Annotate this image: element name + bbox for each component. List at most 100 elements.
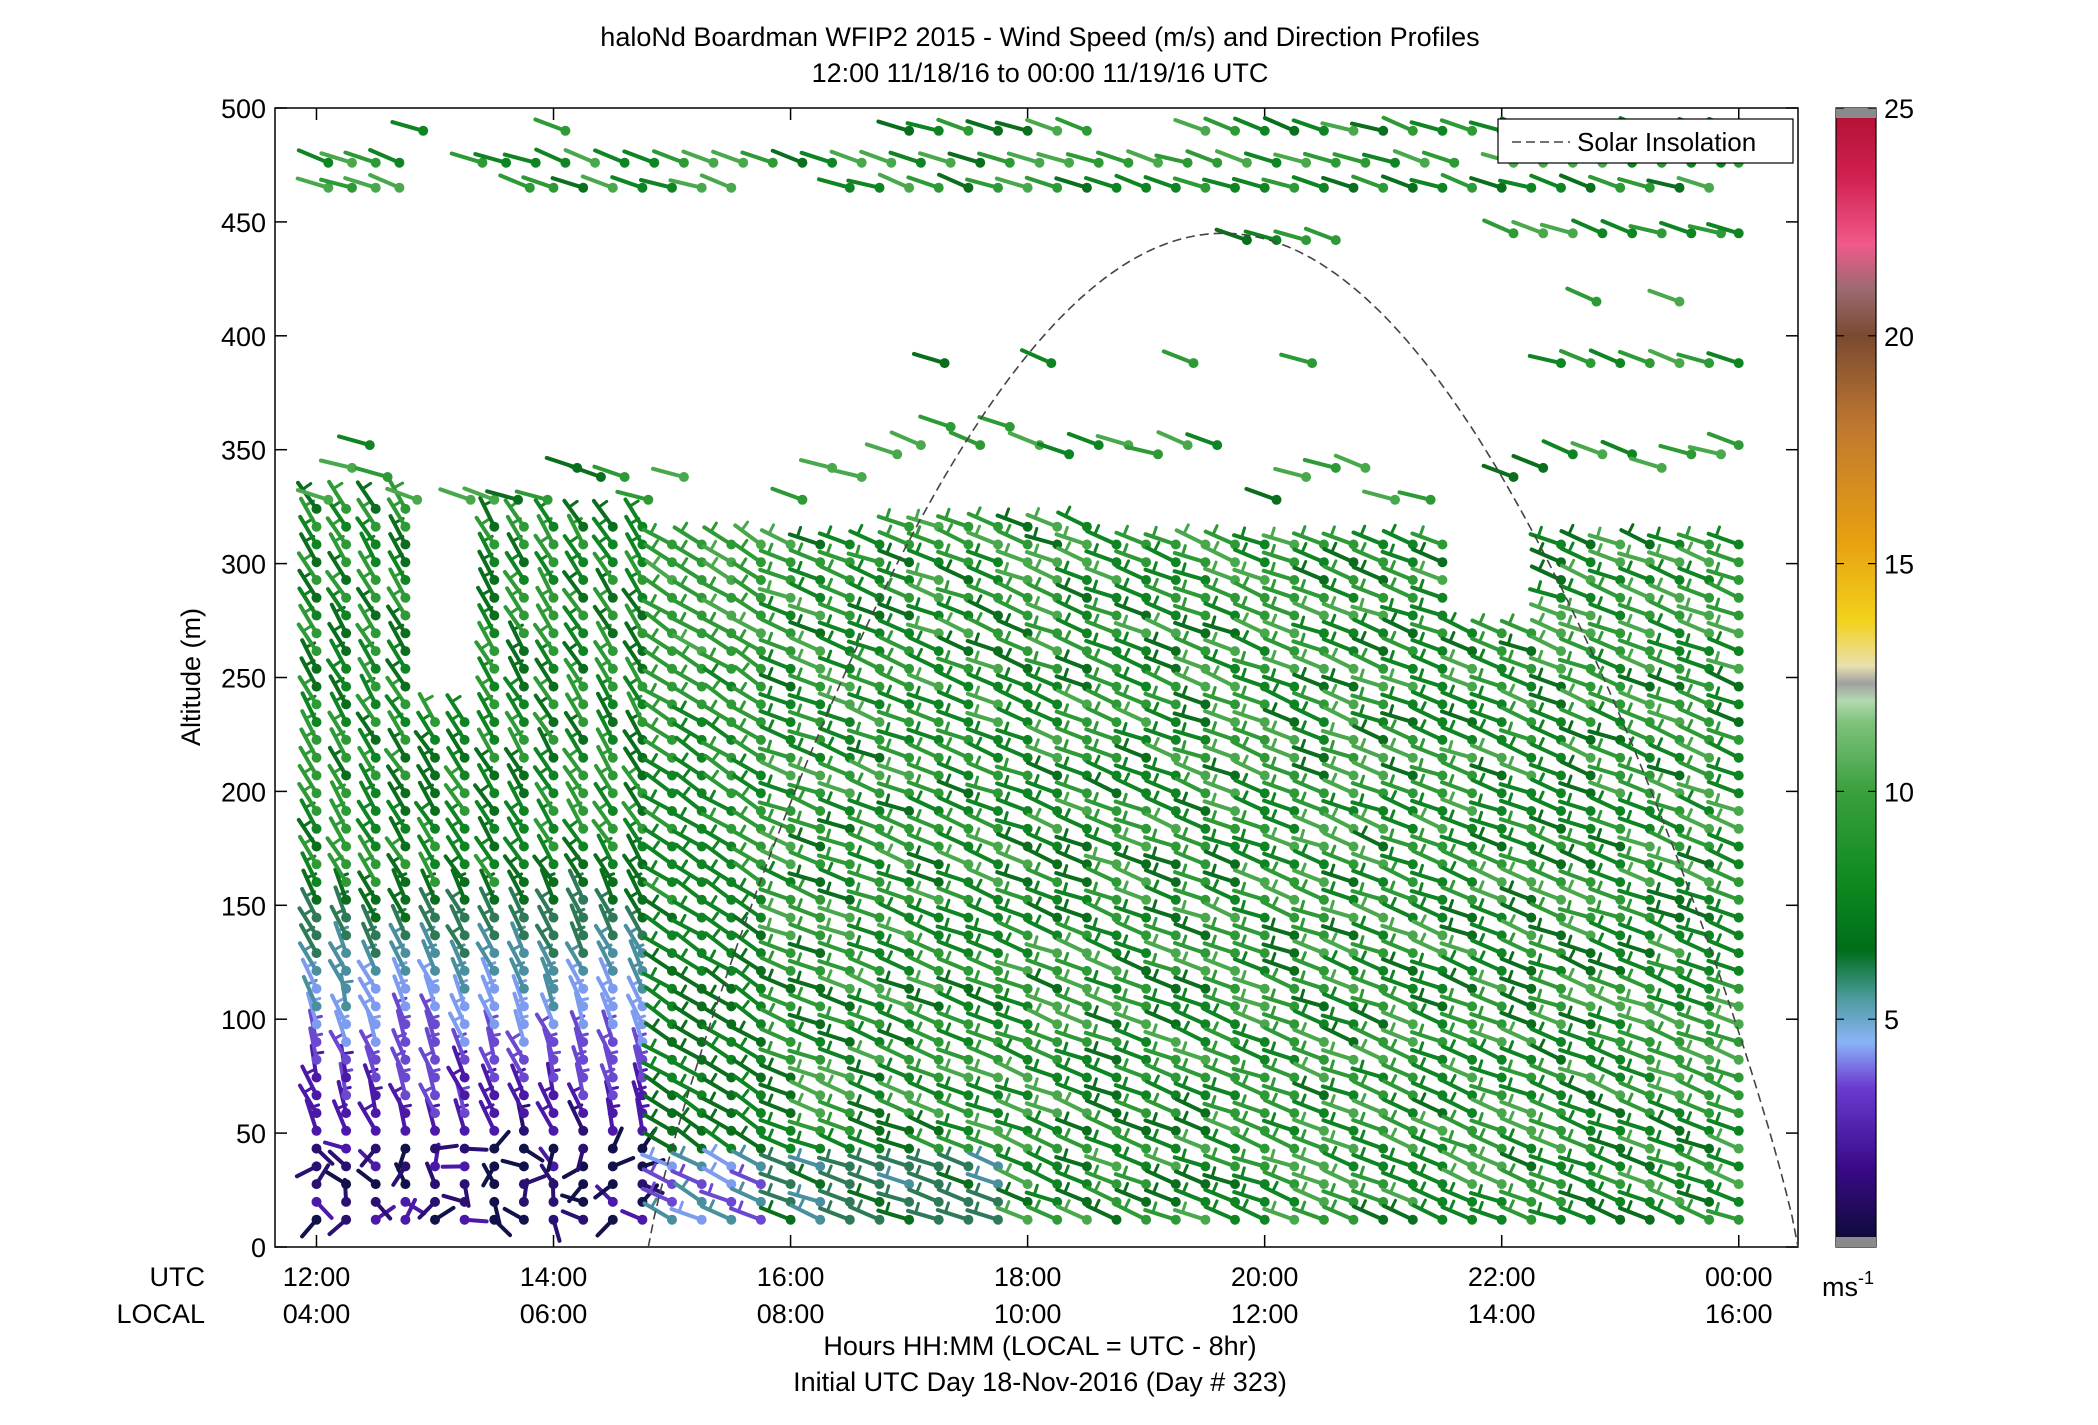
wind-barb-dot [400, 877, 411, 888]
wind-barb-dot [489, 610, 500, 621]
wind-barb-dot [1052, 859, 1063, 870]
wind-barb-dot [578, 1179, 589, 1190]
wind-barb-feather [738, 842, 747, 854]
wind-barb-feather [795, 970, 802, 984]
wind-barb-feather [945, 790, 953, 803]
wind-barb-feather [766, 986, 774, 1000]
wind-barb [477, 816, 497, 849]
wind-barb-dot [1259, 1161, 1270, 1172]
wind-barb-dot [815, 1108, 826, 1119]
wind-barb [730, 722, 763, 742]
wind-barb-feather [826, 1164, 833, 1177]
wind-barb [452, 974, 467, 1009]
wind-barb-feather [944, 1165, 951, 1178]
wind-barb-feather [915, 1074, 923, 1088]
wind-barb-feather [826, 1074, 834, 1087]
wind-barb [503, 605, 526, 636]
wind-barb-dot [933, 752, 944, 763]
wind-barb-feather [651, 769, 661, 781]
wind-barb-dot [489, 1090, 500, 1101]
wind-barb-feather [740, 1000, 750, 1011]
wind-barb-dot [1289, 663, 1300, 674]
wind-barb-feather [797, 1074, 805, 1087]
wind-barb-dot [459, 877, 470, 888]
wind-barb [936, 886, 971, 902]
wind-barb-dot [1318, 965, 1329, 976]
wind-barb-dot [370, 841, 381, 852]
wind-barb-feather [915, 1182, 922, 1195]
wind-barb-dot [1141, 1019, 1152, 1030]
wind-barb-feather [825, 952, 832, 965]
wind-barb-feather [885, 1004, 893, 1017]
wind-barb-dot [844, 788, 855, 799]
wind-barb-dot [1170, 859, 1181, 870]
wind-barb-dot [311, 788, 322, 799]
wind-barb-dot [1318, 1125, 1329, 1136]
wind-barb-dot [341, 930, 352, 941]
wind-barb-dot [637, 575, 648, 585]
wind-barb-dot [815, 877, 826, 888]
wind-barb-feather [539, 890, 551, 899]
wind-barb-dot [904, 628, 915, 639]
wind-barb-dot [726, 894, 737, 905]
wind-barb-feather [914, 1164, 922, 1178]
wind-barb-dot [400, 717, 411, 728]
wind-barb-dot [489, 930, 500, 941]
wind-barb-dot [311, 699, 322, 710]
wind-barb [640, 1186, 674, 1204]
wind-barb [907, 1026, 941, 1044]
wind-barb-dot [904, 788, 915, 799]
wind-barb [476, 727, 497, 760]
wind-barb-feather [478, 855, 491, 864]
wind-barb-feather [825, 969, 833, 982]
wind-barb-feather [855, 685, 862, 699]
wind-barb-feather [915, 809, 922, 822]
wind-barb [388, 1082, 408, 1116]
wind-barb-dot [489, 965, 500, 976]
wind-barb-feather [914, 702, 922, 715]
wind-barb-dot [400, 770, 411, 781]
wind-barb-feather [708, 1091, 717, 1104]
wind-barb [729, 1169, 763, 1187]
wind-barb [847, 870, 882, 885]
wind-barb-dot [1526, 1001, 1537, 1012]
wind-barb-feather [450, 926, 462, 935]
wind-barb-dot [518, 521, 529, 532]
wind-barb [643, 542, 674, 565]
wind-barb [642, 757, 674, 778]
wind-barb-dot [696, 628, 707, 639]
wind-barb-dot [489, 948, 500, 959]
wind-barb-dot [1496, 752, 1507, 763]
wind-barb [788, 1098, 823, 1116]
wind-barb-dot [1141, 948, 1152, 959]
wind-barb-dot [430, 1161, 440, 1172]
wind-barb [758, 548, 793, 565]
wind-barb [758, 780, 793, 796]
wind-barb-dot [815, 841, 826, 852]
wind-barb [703, 914, 734, 938]
wind-barb-feather [738, 629, 747, 641]
wind-barb [624, 603, 645, 636]
wind-barb-dot [1200, 646, 1211, 657]
wind-barb-feather [856, 523, 864, 536]
wind-barb [567, 1099, 586, 1133]
wind-barb-dot [785, 752, 796, 763]
wind-barb [329, 727, 349, 760]
wind-barb-dot [459, 1037, 470, 1047]
wind-barb-dot [904, 948, 915, 959]
wind-barb-dot [1259, 734, 1270, 745]
wind-barb [846, 941, 882, 956]
wind-barb [533, 818, 556, 849]
wind-barb-dot [755, 734, 766, 745]
wind-barb-dot [755, 788, 766, 799]
wind-barb-feather [681, 875, 691, 887]
wind-barb-dot [518, 1161, 529, 1172]
wind-barb-dot [1407, 610, 1418, 621]
wind-barb-feather [301, 819, 313, 828]
wind-barb [701, 616, 734, 636]
wind-barb-feather [915, 647, 923, 660]
wind-barb-dot [1170, 592, 1181, 603]
wind-barb-dot [1111, 1019, 1122, 1030]
wind-barb-feather [766, 1165, 773, 1178]
wind-barb-dot [341, 983, 352, 994]
